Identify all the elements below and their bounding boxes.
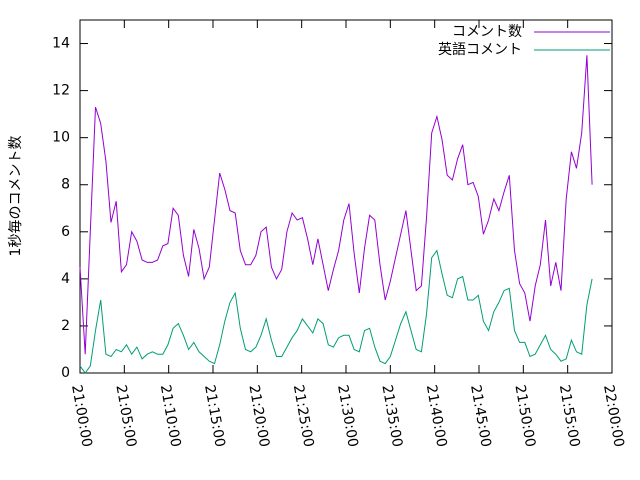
y-tick-label: 6 — [61, 224, 70, 240]
legend-label: コメント数 — [452, 24, 522, 40]
plot-border — [79, 19, 613, 374]
y-tick-label: 8 — [61, 177, 70, 193]
y-tick-label: 12 — [52, 83, 70, 99]
data-line — [79, 55, 593, 355]
y-axis-label: 1秒毎のコメント数 — [8, 136, 24, 257]
legend-label: 英語コメント — [438, 41, 522, 58]
y-tick-label: 14 — [52, 36, 70, 52]
y-tick-label: 10 — [52, 130, 70, 146]
data-line — [79, 249, 593, 374]
y-tick-label: 4 — [61, 271, 70, 287]
y-tick-label: 2 — [61, 318, 70, 334]
y-tick-label: 0 — [61, 365, 70, 381]
